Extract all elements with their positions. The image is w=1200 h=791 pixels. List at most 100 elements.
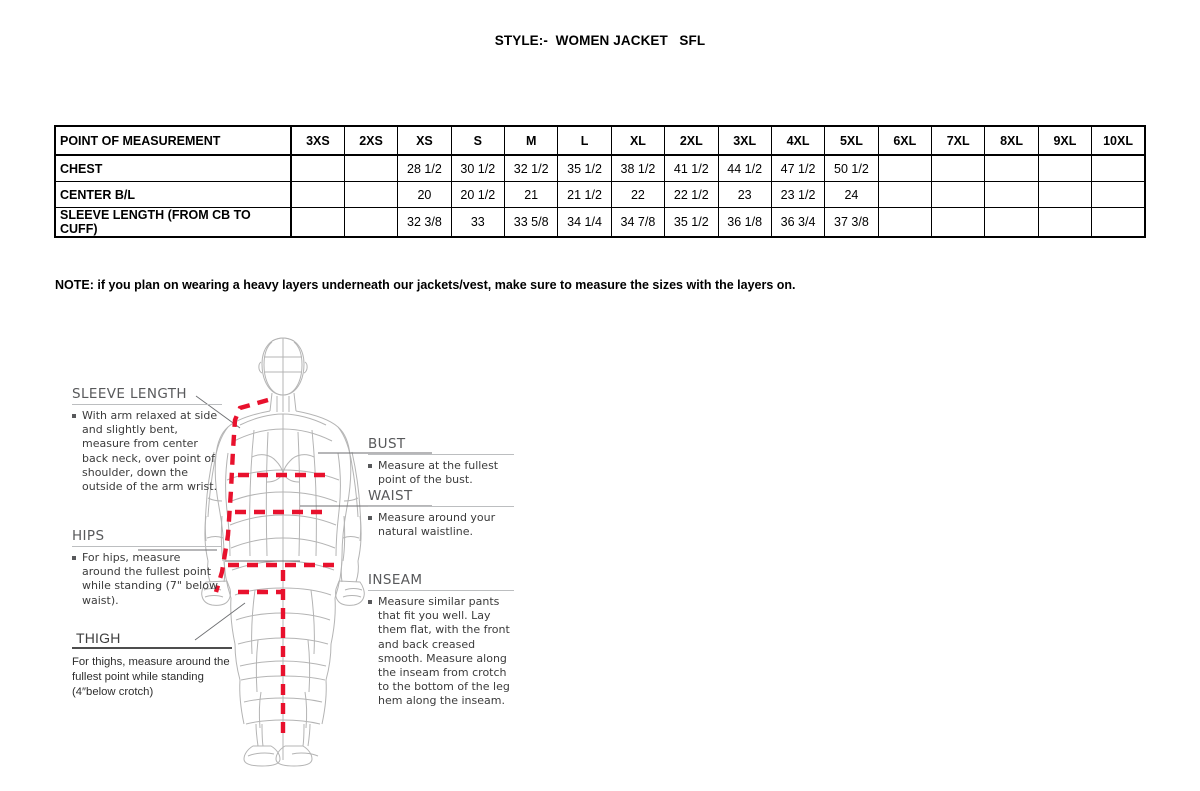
table-cell: 21 1/2 (557, 181, 612, 208)
measurement-diagram: SLEEVE LENGTH With arm relaxed at side a… (0, 320, 1200, 780)
table-cell: 23 (717, 181, 772, 208)
annotation-title-sleeve-length: SLEEVE LENGTH (72, 386, 187, 402)
table-cell (1037, 154, 1093, 182)
table-cell (343, 207, 399, 238)
column-header-size: XS (397, 125, 452, 156)
table-cell (930, 154, 986, 182)
table-cell (343, 181, 399, 208)
annotation-divider (72, 647, 232, 649)
table-cell (343, 154, 399, 182)
column-header-size: 10XL (1091, 125, 1147, 156)
table-cell (877, 207, 933, 238)
table-cell: 32 1/2 (503, 154, 559, 182)
table-cell: 34 7/8 (610, 207, 666, 238)
table-cell: 41 1/2 (664, 154, 719, 182)
bullet-icon (368, 464, 372, 468)
table-cell: 38 1/2 (610, 154, 666, 182)
annotation-bust: BUST Measure at the fullest point of the… (368, 436, 514, 487)
table-cell: 35 1/2 (664, 207, 719, 238)
table-row: SLEEVE LENGTH (FROM CB TO CUFF) 32 3/8 3… (54, 207, 1147, 238)
annotation-title-hips: HIPS (72, 528, 105, 544)
column-header-size: L (557, 125, 612, 156)
annotation-body-waist: Measure around your natural waistline. (368, 511, 514, 539)
annotation-body-hips: For hips, measure around the fullest poi… (72, 551, 222, 608)
annotation-title-inseam: INSEAM (368, 572, 423, 588)
annotation-thigh: THIGH For thighs, measure around the ful… (72, 630, 232, 700)
column-header-point-of-measurement: POINT OF MEASUREMENT (54, 125, 292, 156)
column-header-size: M (503, 125, 559, 156)
bullet-icon (72, 556, 76, 560)
table-cell (290, 181, 345, 208)
table-cell: 34 1/4 (557, 207, 612, 238)
table-cell (290, 207, 345, 238)
annotation-body-inseam: Measure similar pants that fit you well.… (368, 595, 514, 709)
leader-line-thigh (194, 602, 246, 641)
column-header-size: 8XL (984, 125, 1039, 156)
annotation-divider (72, 546, 222, 547)
table-cell (1091, 181, 1147, 208)
annotation-divider (72, 404, 222, 405)
table-cell (984, 154, 1039, 182)
table-cell (877, 154, 933, 182)
table-cell: 24 (824, 181, 879, 208)
note-text: NOTE: if you plan on wearing a heavy lay… (55, 278, 796, 292)
table-cell: 33 5/8 (503, 207, 559, 238)
table-cell: 28 1/2 (397, 154, 452, 182)
table-cell: 32 3/8 (397, 207, 452, 238)
annotation-hips: HIPS For hips, measure around the fulles… (72, 528, 222, 608)
measurement-figure-svg (138, 337, 432, 767)
table-cell (930, 207, 986, 238)
table-row: CHEST 28 1/2 30 1/2 32 1/2 35 1/2 38 1/2… (54, 154, 1147, 182)
table-cell: 36 3/4 (770, 207, 826, 238)
table-cell (984, 207, 1039, 238)
table-cell: 37 3/8 (824, 207, 879, 238)
table-cell (1091, 207, 1147, 238)
column-header-size: 6XL (877, 125, 933, 156)
bullet-icon (72, 414, 76, 418)
bullet-icon (368, 600, 372, 604)
annotation-divider (368, 506, 514, 507)
table-cell (984, 181, 1039, 208)
table-row: CENTER B/L 20 20 1/2 21 21 1/2 22 22 1/2… (54, 181, 1147, 208)
column-header-size: 2XS (343, 125, 399, 156)
annotation-title-thigh: THIGH (76, 630, 121, 646)
table-header-row: POINT OF MEASUREMENT 3XS 2XS XS S M L XL… (54, 125, 1147, 156)
annotation-title-waist: WAIST (368, 488, 413, 504)
table-cell (1037, 207, 1093, 238)
column-header-size: 3XS (290, 125, 345, 156)
size-chart-table: POINT OF MEASUREMENT 3XS 2XS XS S M L XL… (54, 125, 1147, 238)
column-header-size: 4XL (770, 125, 826, 156)
row-label-sleeve-length: SLEEVE LENGTH (FROM CB TO CUFF) (54, 207, 292, 238)
table-cell: 47 1/2 (770, 154, 826, 182)
column-header-size: S (450, 125, 506, 156)
table-cell: 30 1/2 (450, 154, 506, 182)
annotation-inseam: INSEAM Measure similar pants that fit yo… (368, 572, 514, 709)
table-cell (1091, 154, 1147, 182)
column-header-size: 2XL (664, 125, 719, 156)
column-header-size: 5XL (824, 125, 879, 156)
table-cell (1037, 181, 1093, 208)
page-title: STYLE:- WOMEN JACKET SFL (494, 33, 706, 48)
table-cell: 44 1/2 (717, 154, 772, 182)
table-cell: 20 1/2 (450, 181, 506, 208)
column-header-size: 7XL (930, 125, 986, 156)
table-cell: 36 1/8 (717, 207, 772, 238)
annotation-waist: WAIST Measure around your natural waistl… (368, 488, 514, 539)
row-label-center-bl: CENTER B/L (54, 181, 292, 208)
table-cell: 22 1/2 (664, 181, 719, 208)
table-cell: 50 1/2 (824, 154, 879, 182)
measurement-lines (213, 397, 340, 738)
annotation-body-thigh: For thighs, measure around the fullest p… (72, 655, 230, 698)
annotation-divider (368, 590, 514, 591)
column-header-size: 9XL (1037, 125, 1093, 156)
annotation-divider (368, 454, 514, 455)
bullet-icon (368, 516, 372, 520)
table-cell: 23 1/2 (770, 181, 826, 208)
annotation-body-bust: Measure at the fullest point of the bust… (368, 459, 514, 487)
table-cell (877, 181, 933, 208)
column-header-size: XL (610, 125, 666, 156)
annotation-body-sleeve-length: With arm relaxed at side and slightly be… (72, 409, 222, 494)
table-cell (290, 154, 345, 182)
table-cell: 35 1/2 (557, 154, 612, 182)
table-cell: 20 (397, 181, 452, 208)
